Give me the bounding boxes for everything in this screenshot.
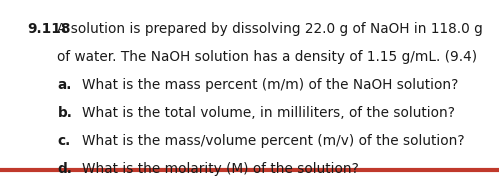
Text: c.: c. bbox=[57, 134, 71, 148]
Text: d.: d. bbox=[57, 162, 72, 176]
Text: What is the molarity (M) of the solution?: What is the molarity (M) of the solution… bbox=[82, 162, 359, 176]
Text: A solution is prepared by dissolving 22.0 g of NaOH in 118.0 g: A solution is prepared by dissolving 22.… bbox=[57, 22, 483, 36]
Text: What is the mass percent (m/m) of the NaOH solution?: What is the mass percent (m/m) of the Na… bbox=[82, 78, 459, 92]
Text: a.: a. bbox=[57, 78, 72, 92]
Text: What is the total volume, in milliliters, of the solution?: What is the total volume, in milliliters… bbox=[82, 106, 455, 120]
Text: 9.118: 9.118 bbox=[27, 22, 71, 36]
Text: b.: b. bbox=[57, 106, 72, 120]
Text: of water. The NaOH solution has a density of 1.15 g/mL. (9.4): of water. The NaOH solution has a densit… bbox=[57, 50, 478, 64]
Text: What is the mass/volume percent (m/v) of the solution?: What is the mass/volume percent (m/v) of… bbox=[82, 134, 465, 148]
